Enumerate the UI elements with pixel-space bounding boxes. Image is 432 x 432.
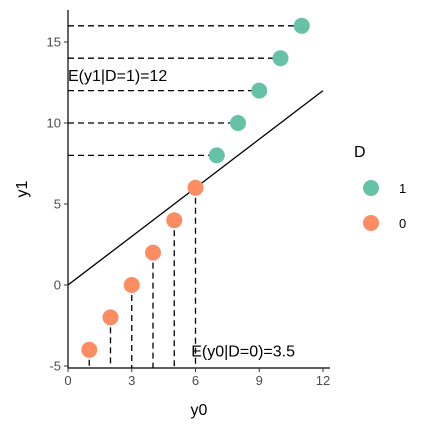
annotation-d0: E(y0|D=0)=3.5 [191,343,295,360]
x-tick-label: 6 [192,373,199,388]
legend-label-0: 0 [399,216,406,231]
y-tick-label: -5 [49,359,61,374]
data-point-1 [251,82,268,99]
plot-panel: E(y1|D=1)=12 E(y0|D=0)=3.5 [68,17,324,368]
data-point-0 [81,341,98,358]
x-tick-label: 3 [128,373,135,388]
legend: D 1 0 [354,144,406,231]
data-point-1 [208,147,225,164]
data-point-1 [272,50,289,67]
plot-area: E(y1|D=1)=12 E(y0|D=0)=3.5 [68,17,324,368]
x-tick-label: 12 [316,373,330,388]
x-tick-label: 9 [256,373,263,388]
x-tick-label: 0 [64,373,71,388]
data-point-0 [102,309,119,326]
legend-title: D [354,144,366,161]
data-point-0 [166,212,183,229]
data-point-1 [293,17,310,34]
legend-key-0 [363,215,379,231]
annotation-d1: E(y1|D=1)=12 [68,68,167,85]
y-tick-label: 0 [54,278,61,293]
legend-key-1 [363,180,379,196]
data-point-1 [230,115,246,131]
y-tick-label: 15 [47,35,61,50]
y-axis-title: y1 [14,180,31,197]
y-tick-label: 5 [54,197,61,212]
data-point-0 [123,277,140,293]
legend-label-1: 1 [399,181,406,196]
data-point-0 [187,179,204,196]
data-point-0 [145,244,161,261]
y-tick-label: 10 [47,116,61,131]
x-axis-title: y0 [191,402,208,419]
